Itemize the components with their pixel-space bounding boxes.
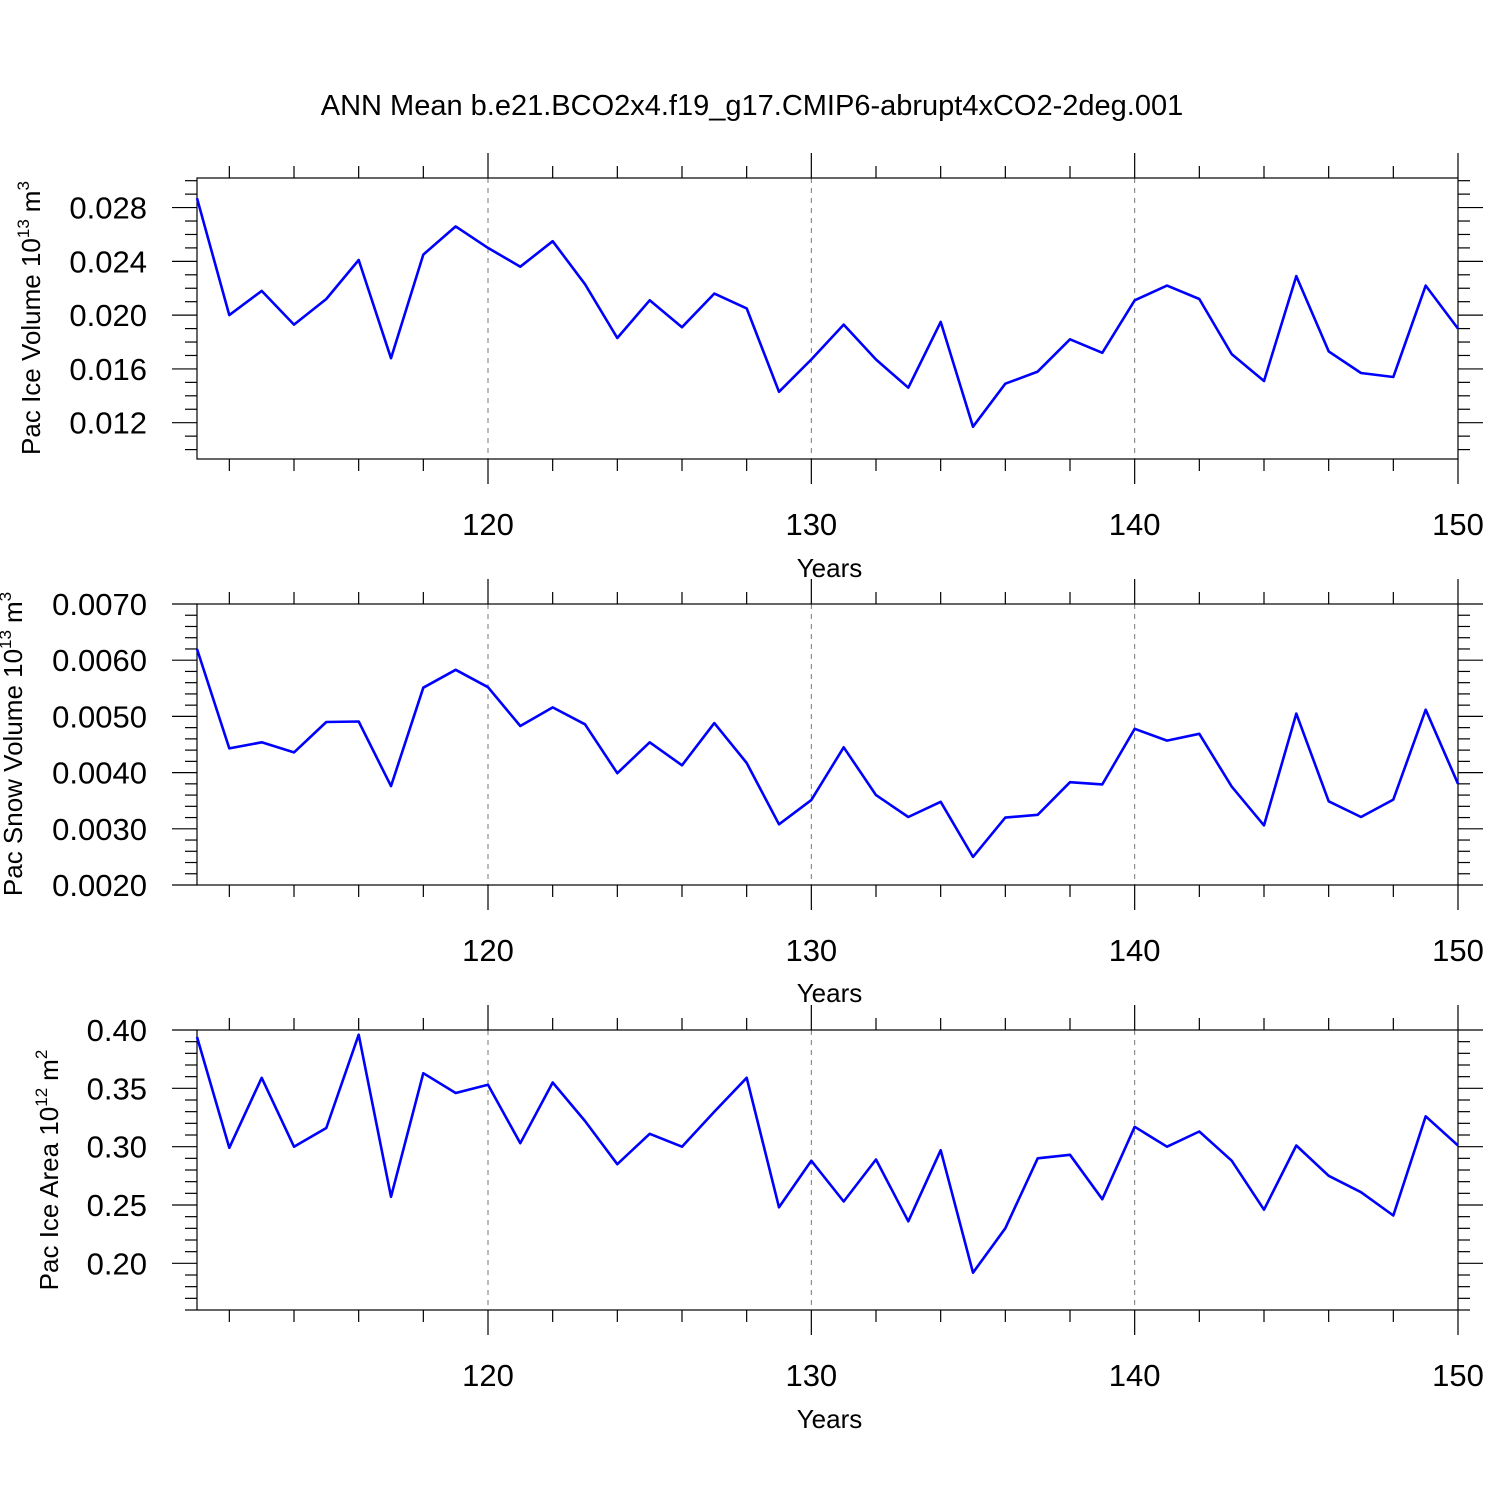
panel-2: 120 130 140 150 0.0020 0.0030 0.0040 0.0050 0.00…: [0, 579, 1484, 1008]
y-axis-label-main: Pac Ice Volume 10: [16, 238, 46, 455]
y-tick-label: 0.0020: [52, 868, 147, 903]
x-tick-label: 130: [785, 507, 837, 542]
y-tick-label: 0.016: [69, 352, 147, 387]
y-tick-label: 0.25: [87, 1188, 147, 1223]
x-tick-label: 150: [1432, 507, 1484, 542]
y-axis-label-exponent: 12: [32, 1088, 51, 1107]
figure-title: ANN Mean b.e21.BCO2x4.f19_g17.CMIP6-abru…: [321, 90, 1183, 122]
panel-1: 120 130 140 150 0.012 0.016 0.020 0.024 0.028 Yea…: [14, 153, 1484, 583]
chart-panels: 120 130 140 150 0.012 0.016 0.020 0.024 0.028 Yea…: [0, 153, 1484, 1434]
y-minor-ticks: [185, 1041, 1470, 1311]
panel-3: 120 130 140 150 0.20 0.25 0.30 0.35 0.40 Years Pac…: [32, 1005, 1484, 1434]
x-tick-label: 130: [785, 1358, 837, 1393]
series-line-3: [195, 1033, 1459, 1274]
x-axis-label: Years: [797, 553, 863, 583]
y-axis-label-unit-exponent: 3: [14, 181, 33, 190]
y-tick-label: 0.0030: [52, 812, 147, 847]
y-tick-label: 0.0060: [52, 643, 147, 678]
x-minor-ticks: [228, 166, 1394, 471]
y-minor-ticks: [185, 614, 1470, 875]
y-tick-label: 0.024: [69, 244, 147, 279]
y-axis-label-exponent: 13: [0, 630, 15, 649]
y-axis-label-unit-exponent: 3: [0, 592, 15, 601]
y-axis-label-unit: m: [0, 601, 28, 623]
y-tick-label: 0.0050: [52, 699, 147, 734]
y-axis-label-unit: m: [34, 1059, 64, 1081]
series-line-1: [195, 197, 1460, 429]
x-axis-label: Years: [797, 978, 863, 1008]
x-minor-ticks: [228, 592, 1394, 897]
x-tick-label: 140: [1109, 1358, 1161, 1393]
x-tick-label: 120: [462, 507, 514, 542]
y-axis-label: Pac Snow Volume 1013 m3: [0, 592, 28, 896]
y-tick-label: 0.020: [69, 298, 147, 333]
y-tick-label: 0.0070: [52, 587, 147, 622]
x-axis-label: Years: [797, 1404, 863, 1434]
y-axis-label-unit-exponent: 2: [32, 1050, 51, 1059]
y-tick-label: 0.012: [69, 406, 147, 441]
y-axis-label: Pac Ice Volume 1013 m3: [14, 181, 46, 455]
x-tick-label: 120: [462, 933, 514, 968]
y-axis-label-exponent: 13: [14, 219, 33, 238]
x-tick-label: 120: [462, 1358, 514, 1393]
y-tick-label: 0.20: [87, 1246, 147, 1281]
y-tick-label: 0.30: [87, 1130, 147, 1165]
plot-frame: [196, 177, 1459, 460]
y-tick-label: 0.40: [87, 1013, 147, 1048]
x-tick-label: 140: [1109, 933, 1161, 968]
y-tick-label: 0.0040: [52, 756, 147, 791]
y-minor-ticks: [185, 180, 1470, 451]
plot-frame: [196, 603, 1459, 886]
y-axis-label-unit: m: [16, 191, 46, 213]
y-axis-label-main: Pac Snow Volume 10: [0, 649, 28, 896]
y-tick-label: 0.35: [87, 1071, 147, 1106]
x-tick-label: 130: [785, 933, 837, 968]
y-axis-label-main: Pac Ice Area 10: [34, 1107, 64, 1291]
x-tick-label: 150: [1432, 1358, 1484, 1393]
x-tick-label: 150: [1432, 933, 1484, 968]
y-tick-label: 0.028: [69, 191, 147, 226]
x-minor-ticks: [228, 1018, 1394, 1322]
y-axis-label: Pac Ice Area 1012 m2: [32, 1050, 64, 1291]
series-line-2: [195, 648, 1460, 859]
x-tick-label: 140: [1109, 507, 1161, 542]
